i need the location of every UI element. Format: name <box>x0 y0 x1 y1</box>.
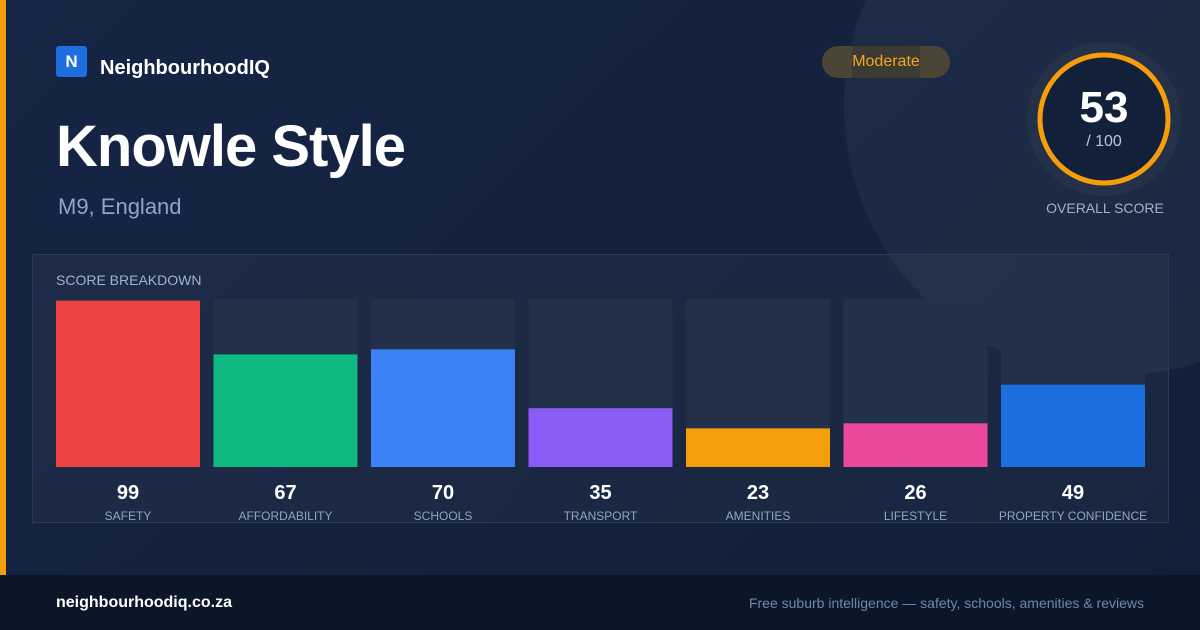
bar <box>213 354 358 467</box>
bar-value-label: 70 <box>432 482 454 504</box>
score-breakdown-chart: 99 SAFETY 67 AFFORDABILITY 70 SCHOOLS 35 TRANSP… <box>56 299 1147 522</box>
footer-url: neighbourhoodiq.co.za <box>56 594 232 611</box>
footer-tagline: Free suburb intelligence — safety, schoo… <box>748 595 1144 611</box>
gauge-track <box>1037 52 1171 186</box>
suburb-title: Knowle Style <box>56 114 406 179</box>
bar-value-label: 35 <box>589 482 611 504</box>
bar-category-label: SCHOOLS <box>414 509 473 522</box>
bar-value-label: 26 <box>904 482 926 504</box>
score-breakdown-panel: SCORE BREAKDOWN 99 SAFETY 67 AFFORDABILITY 7… <box>32 254 1169 523</box>
bar-category-label: AMENITIES <box>726 509 791 522</box>
suburb-location: M9, England <box>58 194 182 219</box>
bar <box>843 423 988 467</box>
rating-badge-label: Moderate <box>852 53 920 70</box>
accent-bar <box>0 0 6 575</box>
bar-value-label: 99 <box>117 482 139 504</box>
bar-category-label: AFFORDABILITY <box>238 509 332 522</box>
bar <box>56 300 200 467</box>
bar <box>686 428 830 467</box>
bar <box>1001 384 1145 467</box>
overall-score-gauge <box>1027 42 1181 196</box>
overall-score-max: / 100 <box>1086 133 1122 150</box>
bar-value-label: 67 <box>274 482 296 504</box>
score-breakdown-title: SCORE BREAKDOWN <box>56 272 202 288</box>
bar-category-label: LIFESTYLE <box>884 509 947 522</box>
bar-category-label: SAFETY <box>105 509 152 522</box>
overall-score-caption: OVERALL SCORE <box>1046 200 1164 216</box>
bar <box>528 408 673 467</box>
bar <box>371 349 515 467</box>
bar-category-label: PROPERTY CONFIDENCE <box>999 509 1147 522</box>
bar-value-label: 23 <box>747 482 769 504</box>
bar-value-label: 49 <box>1062 482 1084 504</box>
overall-score-value: 53 <box>1079 83 1129 132</box>
brand-name: NeighbourhoodIQ <box>100 57 270 79</box>
rating-badge: Moderate <box>822 46 950 78</box>
footer: neighbourhoodiq.co.za Free suburb intell… <box>0 575 1200 630</box>
logo-icon: N <box>56 46 87 77</box>
bar-category-label: TRANSPORT <box>564 509 638 522</box>
